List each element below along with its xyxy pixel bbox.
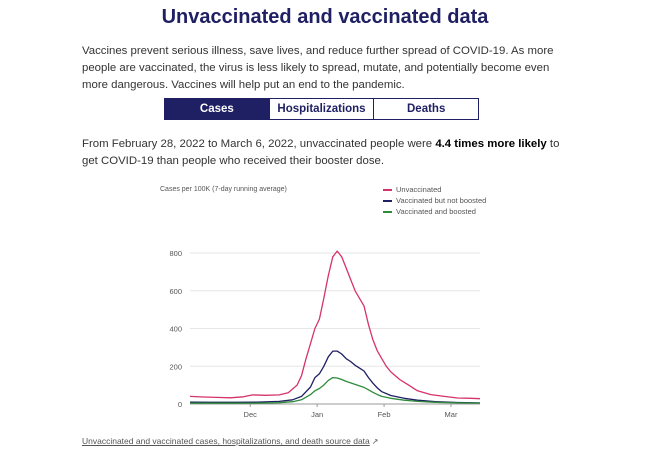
tab-deaths[interactable]: Deaths <box>373 99 478 119</box>
chart-legend: Unvaccinated Vaccinated but not boosted … <box>383 184 486 217</box>
series-line-vaccinated-not-boosted <box>189 350 481 404</box>
legend-item-vaccinated-boosted[interactable]: Vaccinated and boosted <box>383 206 486 217</box>
summary-paragraph: From February 28, 2022 to March 6, 2022,… <box>82 136 562 170</box>
x-tick-label-jan: Jan <box>311 410 323 419</box>
summary-highlight: 4.4 times more likely <box>435 138 547 150</box>
x-tick-label-mar: Mar <box>445 410 458 419</box>
source-data-link-text[interactable]: Unvaccinated and vaccinated cases, hospi… <box>82 436 370 446</box>
x-tick-label-feb: Feb <box>378 410 391 419</box>
y-tick-label-200: 200 <box>169 362 182 371</box>
legend-item-unvaccinated[interactable]: Unvaccinated <box>383 184 486 195</box>
metric-tabs: Cases Hospitalizations Deaths <box>164 98 479 120</box>
series-line-unvaccinated <box>189 250 481 400</box>
legend-item-vaccinated-not-boosted[interactable]: Vaccinated but not boosted <box>383 195 486 206</box>
legend-label-vaccinated-boosted: Vaccinated and boosted <box>396 207 476 216</box>
series-line-vaccinated-boosted <box>189 376 481 404</box>
y-tick-label-800: 800 <box>169 249 182 258</box>
legend-label-vaccinated-not-boosted: Vaccinated but not boosted <box>396 196 487 205</box>
summary-text-after: to get COVID-19 than people who received… <box>82 138 560 167</box>
external-link-icon: ↗ <box>371 437 379 446</box>
tab-cases[interactable]: Cases <box>165 99 269 119</box>
summary-text-before: From February 28, 2022 to March 6, 2022,… <box>82 138 436 150</box>
y-tick-label-0: 0 <box>178 400 182 409</box>
intro-paragraph: Vaccines prevent serious illness, save l… <box>82 45 554 91</box>
legend-label-unvaccinated: Unvaccinated <box>396 185 442 194</box>
y-tick-label-600: 600 <box>169 287 182 296</box>
x-tick-label-dec: Dec <box>244 410 258 419</box>
page-title: Unvaccinated and vaccinated data <box>161 6 489 28</box>
legend-swatch-vaccinated-not-boosted <box>383 199 392 202</box>
legend-swatch-vaccinated-boosted <box>383 210 392 213</box>
source-data-link[interactable]: Unvaccinated and vaccinated cases, hospi… <box>82 436 378 446</box>
tab-hospitalizations[interactable]: Hospitalizations <box>268 99 374 119</box>
legend-swatch-unvaccinated <box>383 188 392 191</box>
y-tick-label-400: 400 <box>169 325 182 334</box>
chart-y-axis-label: Cases per 100K (7-day running average) <box>160 186 287 193</box>
